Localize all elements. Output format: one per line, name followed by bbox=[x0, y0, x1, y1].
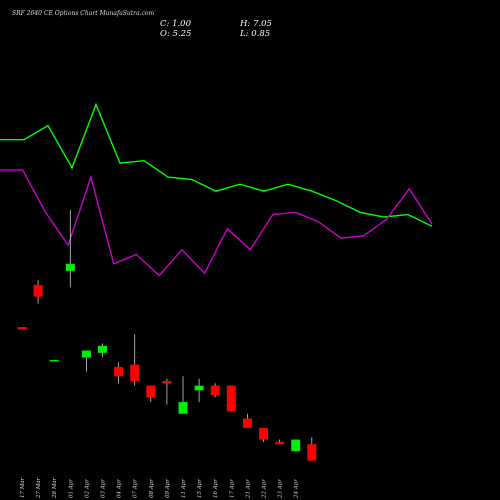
candle bbox=[65, 209, 75, 288]
candle bbox=[226, 385, 236, 412]
candle bbox=[114, 362, 124, 384]
x-tick-label: 04 Apr bbox=[117, 479, 123, 498]
candle bbox=[307, 437, 317, 461]
x-tick-label: 08 Apr bbox=[149, 479, 155, 498]
candle-body bbox=[17, 327, 27, 330]
candle-body bbox=[65, 263, 75, 271]
x-tick-label: 23 Apr bbox=[278, 479, 284, 499]
low-value: L: 0.85 bbox=[239, 29, 270, 39]
candle bbox=[162, 378, 172, 405]
candles bbox=[17, 209, 317, 461]
x-tick-label: 21 Apr bbox=[245, 479, 251, 499]
high-value: H: 7.05 bbox=[239, 19, 272, 29]
candle-body bbox=[130, 364, 140, 381]
x-tick-label: 17 Apr bbox=[229, 479, 235, 498]
x-tick-label: 03 Apr bbox=[101, 479, 107, 498]
x-axis-ticks: 17 Mar 27 Mar 28 Mar 01 Apr 02 Apr 03 Apr 04 A… bbox=[20, 477, 300, 499]
candle-body bbox=[98, 345, 107, 353]
x-tick-label: 28 Mar bbox=[52, 477, 58, 499]
candle bbox=[210, 383, 220, 398]
x-tick-label: 11 Apr bbox=[181, 479, 187, 498]
x-tick-label: 17 Mar bbox=[20, 477, 26, 498]
candle-body bbox=[242, 418, 252, 428]
candle bbox=[98, 343, 107, 358]
close-value: C: 1.00 bbox=[160, 19, 192, 29]
candle bbox=[259, 427, 268, 442]
x-tick-label: 09 Apr bbox=[165, 479, 171, 498]
x-tick-label: 07 Apr bbox=[133, 479, 139, 498]
candle-body bbox=[307, 444, 317, 461]
candle bbox=[17, 327, 27, 330]
candle bbox=[49, 359, 59, 362]
candle bbox=[146, 385, 156, 403]
candle bbox=[33, 280, 43, 304]
candle-body bbox=[291, 439, 301, 452]
candle-body bbox=[33, 284, 43, 297]
candle bbox=[194, 378, 204, 403]
candle-body bbox=[81, 350, 91, 358]
candle-body bbox=[114, 366, 124, 377]
candle-body bbox=[162, 380, 172, 384]
candle bbox=[81, 350, 91, 372]
candle-body bbox=[210, 385, 220, 396]
overlay-line-1 bbox=[0, 102, 433, 227]
candle bbox=[291, 439, 301, 452]
candle bbox=[275, 439, 285, 445]
x-tick-label: 24 Apr bbox=[294, 479, 300, 499]
candle bbox=[178, 376, 188, 414]
candle bbox=[130, 334, 140, 386]
x-tick-label: 15 Apr bbox=[197, 479, 203, 498]
x-tick-label: 16 Apr bbox=[213, 479, 219, 498]
candle-body bbox=[194, 385, 204, 391]
open-value: O: 5.25 bbox=[160, 29, 191, 39]
x-tick-label: 22 Apr bbox=[262, 479, 268, 499]
candle-body bbox=[259, 427, 268, 440]
candle-body bbox=[226, 385, 236, 412]
x-tick-label: 02 Apr bbox=[84, 479, 90, 498]
overlay-lines bbox=[0, 102, 433, 277]
overlay-line-2 bbox=[0, 169, 433, 277]
candle bbox=[242, 413, 252, 428]
x-tick-label: 01 Apr bbox=[68, 479, 74, 498]
x-tick-label: 27 Mar bbox=[36, 477, 42, 499]
candle-body bbox=[49, 359, 59, 362]
candle-body bbox=[275, 441, 285, 445]
candle-body bbox=[178, 402, 188, 414]
chart-title: SRF 2640 CE Options Chart MunafaSutra.co… bbox=[12, 10, 154, 17]
candle-body bbox=[146, 385, 156, 398]
